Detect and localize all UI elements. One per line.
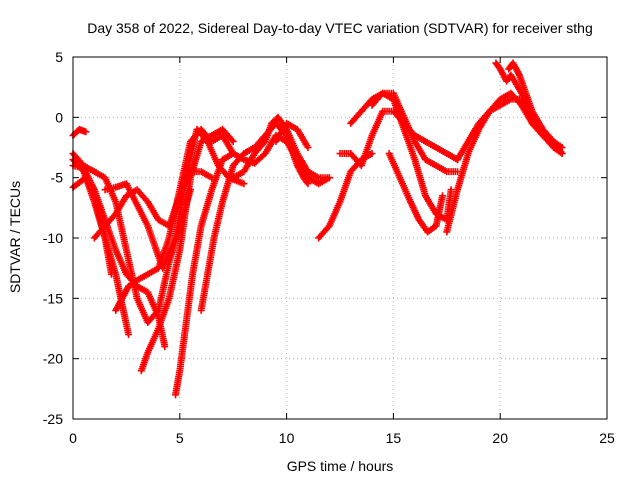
data-point-markers <box>272 119 312 151</box>
data-point-markers <box>368 89 461 176</box>
x-tick-label: 20 <box>492 430 508 446</box>
series-track-8 <box>112 125 237 314</box>
data-point-markers <box>112 125 237 314</box>
data-marks <box>69 59 566 399</box>
x-tick-label: 5 <box>176 430 184 446</box>
y-tick-label: -20 <box>43 351 63 367</box>
axis-ticks: 0 5 10 15 20 25 5 0 -5 -10 -15 -20 -25 <box>43 49 615 446</box>
x-tick-label: 25 <box>599 430 615 446</box>
y-axis-label: SDTVAR / TECUs <box>7 181 23 293</box>
series-track-13 <box>272 119 312 151</box>
grid <box>73 57 607 419</box>
y-tick-label: -10 <box>43 230 63 246</box>
series-track-9 <box>137 125 237 375</box>
y-tick-label: 0 <box>55 109 63 125</box>
series-track-18 <box>385 150 446 236</box>
x-tick-label: 0 <box>69 430 77 446</box>
data-point-markers <box>505 59 558 145</box>
x-tick-label: 15 <box>386 430 402 446</box>
chart-title: Day 358 of 2022, Sidereal Day-to-day VTE… <box>87 20 593 36</box>
y-tick-label: 5 <box>55 49 63 65</box>
y-tick-label: -25 <box>43 411 63 427</box>
x-tick-label: 10 <box>279 430 295 446</box>
data-point-markers <box>385 150 446 236</box>
x-axis-label: GPS time / hours <box>287 458 394 474</box>
data-point-markers <box>137 125 237 375</box>
y-tick-label: -5 <box>51 170 64 186</box>
plot-frame <box>72 56 608 420</box>
y-tick-label: -15 <box>43 290 63 306</box>
series-track-22 <box>505 59 558 145</box>
series-track-17 <box>368 89 461 176</box>
